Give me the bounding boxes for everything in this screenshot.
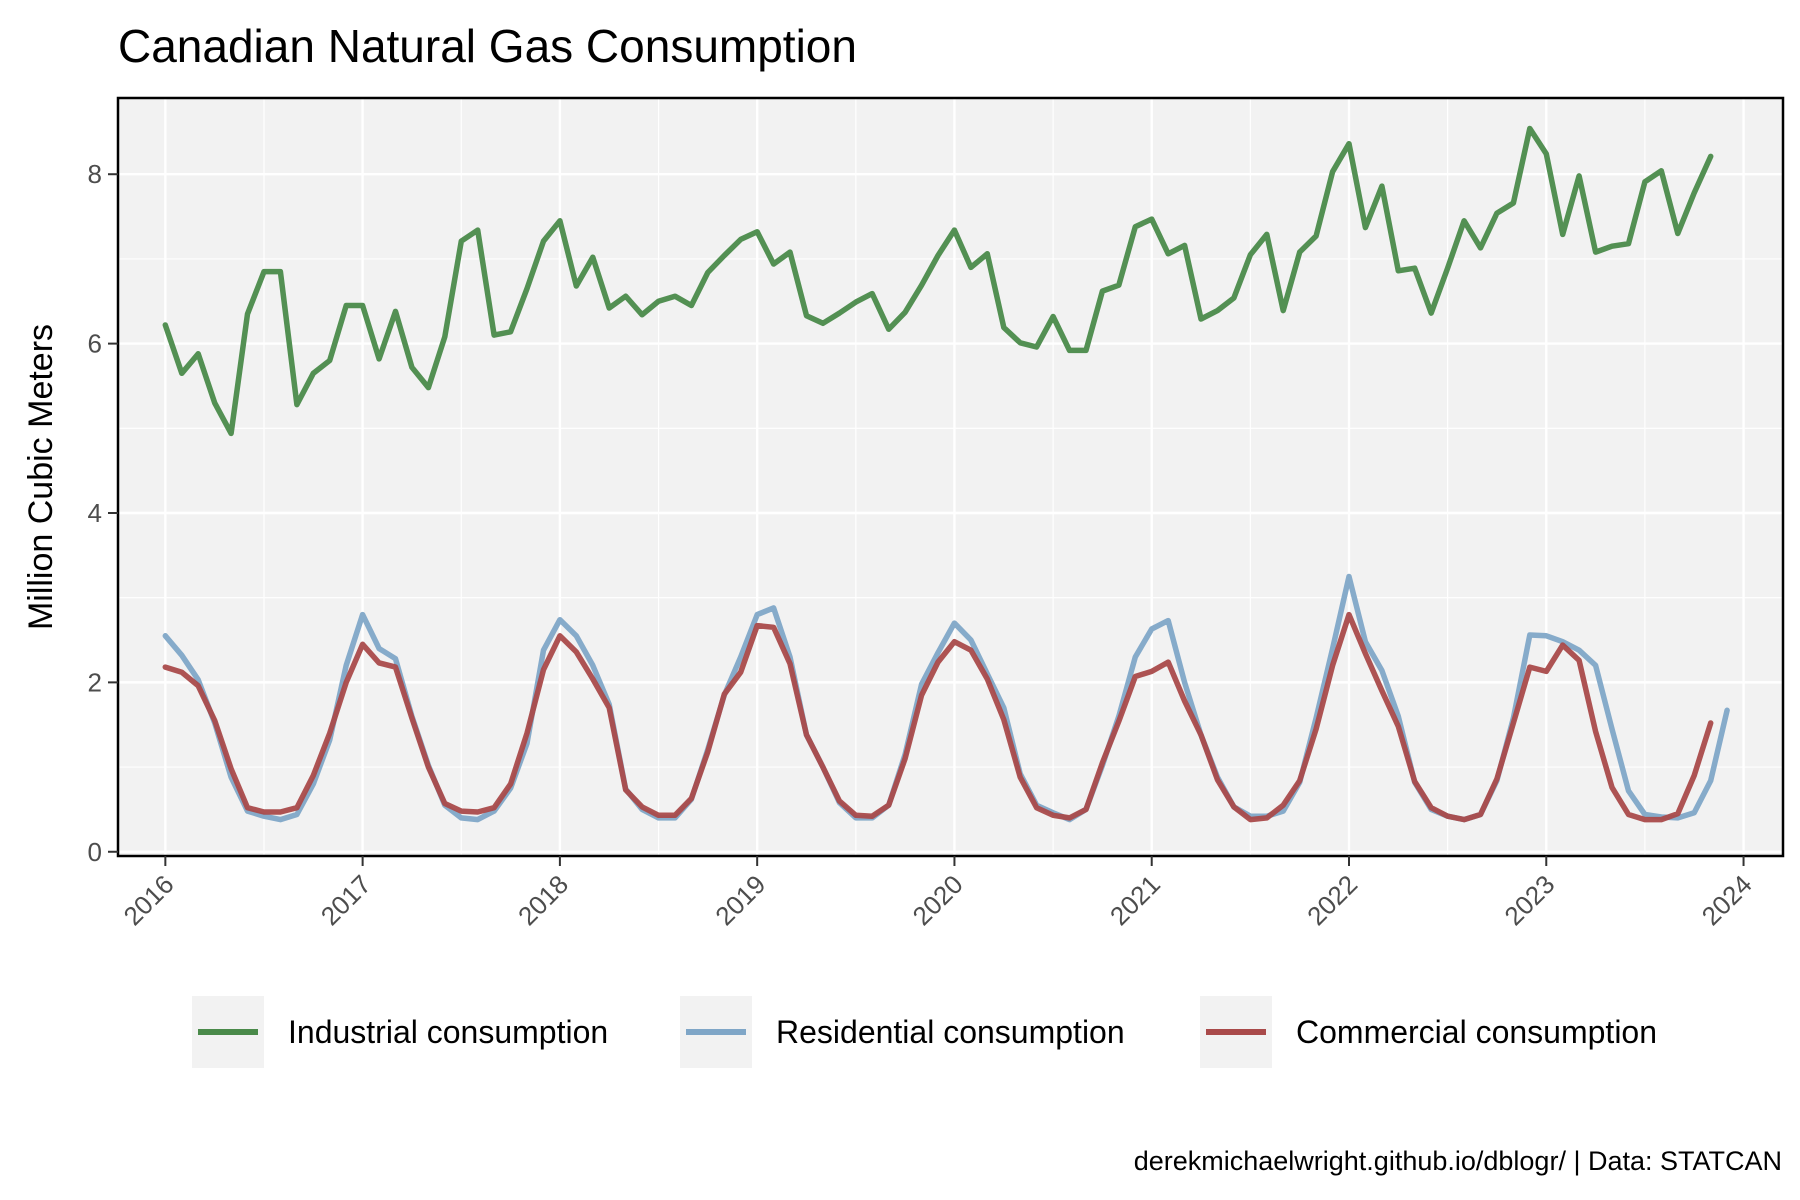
- x-tick-label: 2020: [907, 869, 969, 931]
- y-axis: 0 2 4 6 8: [88, 159, 118, 867]
- y-tick-label: 0: [88, 837, 102, 867]
- x-tick-label: 2019: [709, 869, 771, 931]
- plot-border: [116, 96, 1785, 858]
- chart-title: Canadian Natural Gas Consumption: [118, 20, 857, 72]
- minor-gridlines: [118, 98, 1783, 856]
- series-lines: [162, 125, 1730, 823]
- plot-panel: [118, 98, 1783, 856]
- y-tick-label: 6: [88, 329, 102, 359]
- series-line-commercial: [162, 611, 1714, 823]
- x-axis: 2016 2017 2018 2019 2020 2021 2022 2023 2024: [117, 856, 1758, 931]
- x-tick-label: 2016: [117, 869, 179, 931]
- chart-caption: derekmichaelwright.github.io/dblogr/ | D…: [1134, 1146, 1782, 1176]
- legend-label: Residential consumption: [776, 1014, 1125, 1050]
- major-gridlines: [118, 98, 1783, 856]
- series-line-industrial: [162, 125, 1714, 437]
- x-tick-label: 2024: [1696, 869, 1758, 931]
- x-tick-label: 2023: [1498, 869, 1560, 931]
- x-tick-label: 2022: [1301, 869, 1363, 931]
- x-tick-label: 2021: [1104, 869, 1166, 931]
- y-tick-label: 4: [88, 498, 102, 528]
- y-axis-title: Million Cubic Meters: [22, 324, 60, 630]
- legend: Industrial consumption Residential consum…: [192, 996, 1657, 1068]
- y-tick-label: 8: [88, 159, 102, 189]
- x-tick-label: 2017: [315, 869, 377, 931]
- legend-label: Industrial consumption: [288, 1014, 608, 1050]
- legend-label: Commercial consumption: [1296, 1014, 1657, 1050]
- x-tick-label: 2018: [512, 869, 574, 931]
- y-tick-label: 2: [88, 667, 102, 697]
